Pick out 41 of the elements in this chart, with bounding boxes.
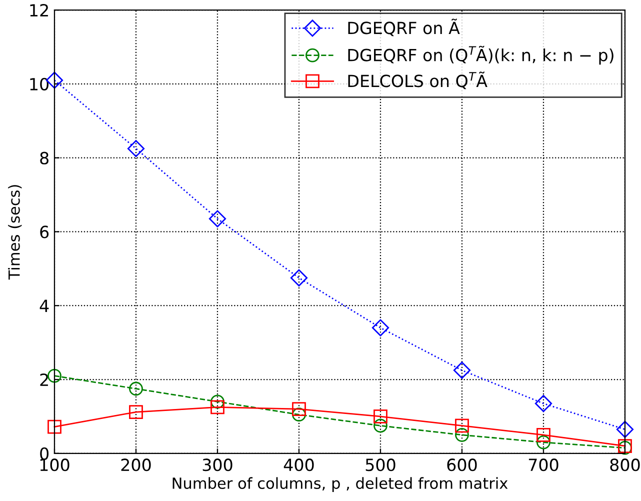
x-tick-label: 100 — [40, 458, 70, 472]
point — [536, 428, 550, 442]
x-tick-label: 300 — [202, 458, 232, 472]
point — [374, 418, 388, 433]
point — [534, 394, 552, 412]
legend-label: DGEQRF on (Q$^{T}$Ã)(k: n, k: n − p) — [348, 46, 614, 65]
point — [290, 269, 308, 286]
x-tick-label: 700 — [528, 458, 558, 472]
y-tick-label: 10 — [30, 78, 49, 90]
x-tick-label: 400 — [284, 458, 314, 472]
x-tick-label: 500 — [366, 458, 396, 472]
legend-label: DGEQRF on Ã — [348, 18, 460, 36]
point — [210, 394, 224, 409]
y-tick-label: 6 — [40, 226, 49, 238]
point — [455, 418, 469, 433]
point — [48, 368, 62, 383]
point — [129, 382, 143, 396]
point — [372, 319, 390, 336]
point — [129, 405, 143, 419]
x-tick-label: 600 — [447, 458, 477, 472]
point — [292, 408, 306, 422]
point — [292, 402, 306, 416]
x-tick-label: 800 — [610, 458, 640, 472]
y-tick-label: 12 — [30, 4, 48, 16]
point — [48, 420, 62, 434]
y-tick-label: 0 — [40, 447, 49, 460]
point — [210, 400, 224, 414]
y-axis-title: Times (secs) — [8, 185, 22, 280]
point — [455, 428, 469, 442]
legend-label: DELCOLS on Q$^{T}$Ã — [348, 72, 488, 90]
point — [453, 362, 471, 379]
y-tick-label: 8 — [40, 152, 48, 164]
point — [127, 140, 145, 158]
y-tick-label: 4 — [40, 300, 49, 312]
point — [374, 410, 388, 424]
x-axis-title: Number of columns, p , deleted from matrix — [172, 477, 508, 492]
x-tick-label: 200 — [121, 458, 151, 472]
y-tick-label: 2 — [40, 373, 48, 386]
point — [536, 435, 550, 450]
point — [208, 210, 226, 228]
point — [616, 420, 634, 438]
